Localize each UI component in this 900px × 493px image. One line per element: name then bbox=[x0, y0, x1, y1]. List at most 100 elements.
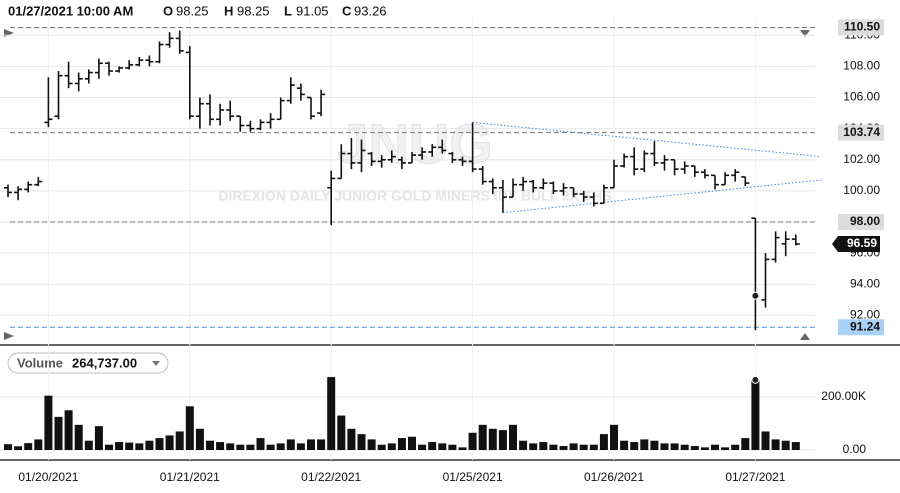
level-label: 98.00 bbox=[850, 214, 880, 228]
hover-dot bbox=[751, 375, 760, 384]
volume-bar bbox=[337, 415, 346, 450]
volume-bar bbox=[791, 442, 800, 450]
header-l: L bbox=[284, 3, 292, 18]
volume-bar bbox=[276, 443, 285, 450]
volume-bar bbox=[640, 439, 649, 450]
volume-bar bbox=[498, 430, 507, 450]
volume-bar bbox=[246, 444, 255, 450]
volume-bar bbox=[327, 377, 336, 450]
volume-bar bbox=[781, 440, 790, 450]
volume-bar bbox=[377, 444, 386, 450]
level-box bbox=[838, 124, 884, 141]
header-open: 98.25 bbox=[176, 3, 209, 18]
volume-bar bbox=[438, 443, 447, 450]
volume-bar bbox=[630, 442, 639, 450]
volume-bar bbox=[175, 431, 184, 450]
volume-bar bbox=[94, 426, 103, 450]
volume-bar bbox=[428, 442, 437, 450]
volume-bar bbox=[216, 442, 225, 450]
volume-legend-label: Volume bbox=[17, 355, 63, 370]
volume-bar bbox=[195, 428, 204, 450]
x-tick-label: 01/27/2021 bbox=[725, 470, 785, 484]
volume-bar bbox=[185, 406, 194, 450]
header-datetime: 01/27/2021 10:00 AM bbox=[8, 3, 133, 18]
header-h: H bbox=[224, 3, 233, 18]
volume-bar bbox=[599, 434, 608, 450]
last-price-label: 96.59 bbox=[847, 236, 877, 250]
volume-bar bbox=[488, 428, 497, 450]
volume-bar bbox=[761, 431, 770, 450]
volume-bar bbox=[529, 443, 538, 450]
volume-bar bbox=[24, 443, 33, 450]
volume-bar bbox=[74, 424, 83, 450]
volume-bar bbox=[125, 442, 134, 450]
trendline bbox=[472, 121, 822, 158]
level-label: 91.24 bbox=[850, 319, 880, 333]
last-price-box bbox=[832, 235, 880, 252]
volume-bar bbox=[519, 440, 528, 450]
volume-bar bbox=[135, 443, 144, 450]
y-tick-label: 92.00 bbox=[850, 308, 880, 322]
volume-bar bbox=[559, 446, 568, 450]
arrow bbox=[800, 30, 810, 37]
level-box bbox=[838, 19, 884, 36]
volume-bar bbox=[64, 410, 73, 450]
header-high: 98.25 bbox=[237, 3, 270, 18]
volume-bar bbox=[44, 395, 53, 450]
volume-bar bbox=[4, 444, 12, 450]
volume-bar bbox=[690, 446, 699, 450]
volume-bar bbox=[347, 428, 356, 450]
volume-bar bbox=[317, 439, 326, 450]
volume-bar bbox=[448, 444, 457, 450]
x-tick-label: 01/22/2021 bbox=[301, 470, 361, 484]
header-c: C bbox=[342, 3, 352, 18]
volume-bar bbox=[509, 424, 517, 450]
volume-bar bbox=[105, 444, 113, 450]
y-tick-label: 102.00 bbox=[843, 152, 880, 166]
volume-bar bbox=[286, 439, 295, 450]
volume-bar bbox=[145, 440, 154, 450]
x-tick-label: 01/25/2021 bbox=[443, 470, 503, 484]
watermark-symbol: JNUG bbox=[337, 112, 493, 175]
volume-bar bbox=[680, 444, 689, 450]
volume-bar bbox=[478, 424, 487, 450]
arrow bbox=[800, 333, 810, 340]
level-box bbox=[838, 319, 884, 336]
header-o: O bbox=[163, 3, 173, 18]
hover-dot bbox=[751, 291, 760, 300]
volume-bar bbox=[397, 438, 406, 450]
volume-bar bbox=[700, 447, 709, 450]
volume-bar bbox=[458, 447, 467, 450]
volume-bar bbox=[751, 379, 760, 450]
level-label: 103.74 bbox=[843, 125, 880, 139]
volume-bar bbox=[307, 439, 315, 450]
volume-bar bbox=[418, 444, 427, 450]
volume-legend-value: 264,737.00 bbox=[72, 355, 137, 370]
x-tick-label: 01/20/2021 bbox=[18, 470, 78, 484]
volume-bar bbox=[226, 443, 235, 450]
volume-bar bbox=[731, 444, 740, 450]
y-tick-label: 100.00 bbox=[843, 183, 880, 197]
volume-bar bbox=[84, 440, 93, 450]
trendline bbox=[502, 179, 822, 214]
y-tick-label: 94.00 bbox=[850, 276, 880, 290]
header-low: 91.05 bbox=[296, 3, 329, 18]
x-tick-label: 01/21/2021 bbox=[160, 470, 220, 484]
level-box bbox=[838, 214, 884, 231]
volume-bar bbox=[468, 432, 477, 450]
y-tick-label: 106.00 bbox=[843, 90, 880, 104]
volume-bar bbox=[387, 443, 396, 450]
volume-bar bbox=[650, 440, 659, 450]
volume-bar bbox=[266, 444, 275, 450]
volume-bar bbox=[357, 434, 366, 450]
volume-bar bbox=[711, 444, 719, 450]
volume-bar bbox=[165, 435, 174, 450]
y-tick-label: 108.00 bbox=[843, 59, 880, 73]
volume-bar bbox=[771, 439, 780, 450]
arrow bbox=[4, 29, 14, 37]
volume-bar bbox=[408, 436, 416, 450]
volume-bar bbox=[549, 444, 558, 450]
volume-bar bbox=[155, 438, 164, 450]
arrow bbox=[4, 332, 14, 340]
